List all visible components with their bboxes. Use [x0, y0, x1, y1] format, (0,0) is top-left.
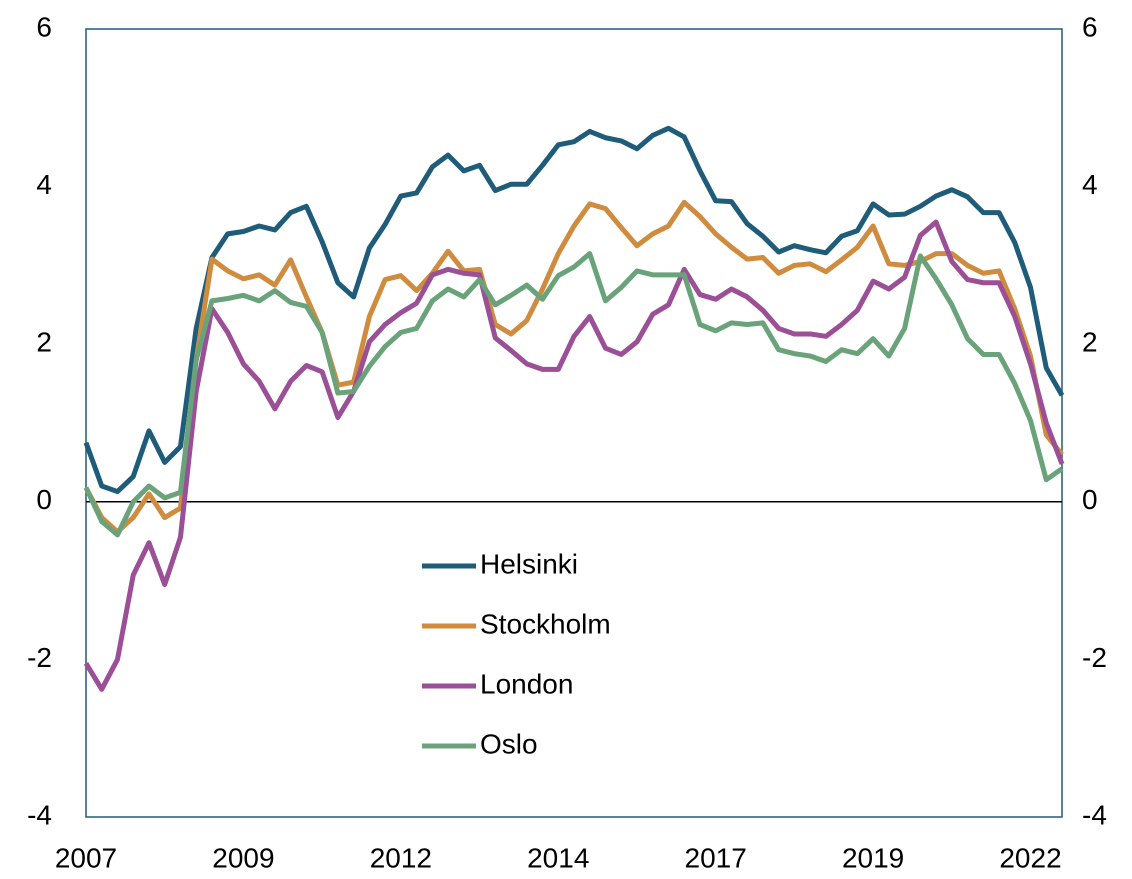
legend-label: Oslo [480, 728, 538, 759]
x-tick-label: 2019 [842, 842, 904, 873]
y2-tick-label: 2 [1082, 327, 1098, 358]
legend-label: London [480, 668, 573, 699]
y-tick-label: -2 [27, 642, 52, 673]
y-tick-label: 4 [36, 169, 52, 200]
legend-label: Helsinki [480, 548, 578, 579]
x-tick-label: 2007 [55, 842, 117, 873]
legend-label: Stockholm [480, 608, 611, 639]
y2-tick-label: -2 [1082, 642, 1107, 673]
y2-tick-label: -4 [1082, 799, 1107, 830]
series-line [83, 251, 1064, 538]
plot-frame [85, 28, 1063, 818]
series-line [83, 125, 1065, 495]
x-tick-label: 2017 [685, 842, 747, 873]
y-tick-label: 6 [36, 11, 52, 42]
y2-tick-label: 6 [1082, 11, 1098, 42]
x-tick-label: 2012 [370, 842, 432, 873]
y-tick-label: 2 [36, 327, 52, 358]
y2-tick-label: 4 [1082, 169, 1098, 200]
series-line [83, 199, 1064, 535]
x-tick-label: 2009 [212, 842, 274, 873]
y-tick-label: 0 [36, 484, 52, 515]
y-tick-label: -4 [27, 799, 52, 830]
x-tick-label: 2022 [999, 842, 1061, 873]
y2-tick-label: 0 [1082, 484, 1098, 515]
x-tick-label: 2014 [527, 842, 589, 873]
series-line [83, 219, 1065, 692]
